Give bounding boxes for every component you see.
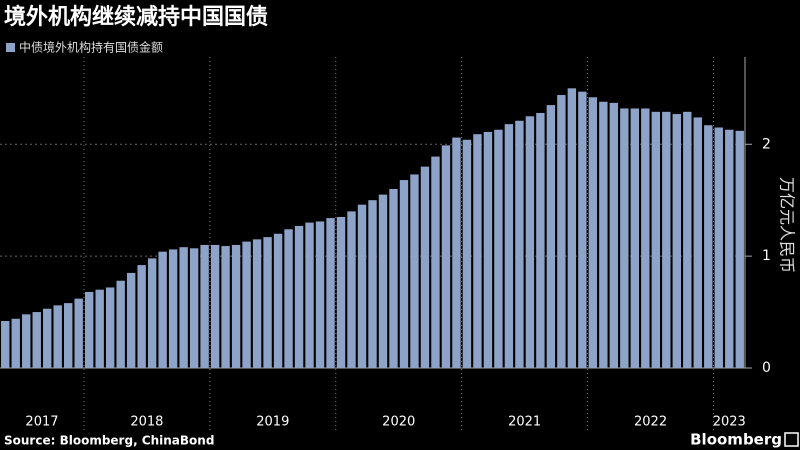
bar (189, 248, 199, 368)
bar (95, 289, 104, 368)
bar (116, 280, 125, 368)
bar (263, 237, 272, 368)
bar (1, 321, 10, 368)
bar (32, 312, 41, 368)
bar (389, 189, 398, 368)
bar (588, 97, 598, 369)
x-tick-label: 2021 (508, 415, 541, 430)
bar (620, 108, 629, 368)
bar (557, 95, 566, 368)
bar (231, 244, 241, 368)
bar (483, 131, 493, 368)
bar (315, 221, 325, 368)
bar (326, 218, 335, 368)
x-tick-label: 2017 (25, 415, 58, 430)
chart-title: 境外机构继续减持中国国债 (4, 4, 268, 30)
bar (462, 139, 472, 368)
bar (452, 137, 461, 368)
bar (536, 112, 545, 369)
bar (683, 111, 692, 369)
bar (284, 229, 293, 368)
bar (494, 129, 503, 368)
bar (242, 241, 251, 368)
bar (64, 303, 73, 368)
bar (399, 180, 409, 368)
y-axis-label: 万亿元人民币 (778, 177, 797, 273)
bar (357, 204, 367, 368)
bar (252, 239, 262, 368)
source: Source: Bloomberg, ChinaBond (4, 434, 214, 448)
y-tick-label: 2 (762, 136, 771, 152)
bar (368, 200, 377, 368)
bar (735, 130, 744, 368)
bar (641, 108, 650, 368)
bar (43, 308, 52, 368)
bar (294, 225, 304, 368)
bar (210, 244, 220, 368)
y-tick-label: 0 (762, 360, 771, 376)
x-tick-label: 2022 (634, 415, 667, 430)
bar (651, 111, 661, 369)
x-tick-label: 2023 (713, 415, 746, 430)
bar (126, 272, 136, 368)
bar (410, 174, 419, 368)
bar (704, 125, 713, 369)
bar (105, 287, 115, 368)
bar (599, 101, 608, 368)
legend-label: 中债境外机构持有国债金额 (19, 40, 163, 55)
legend-swatch (6, 43, 15, 52)
bar (662, 111, 671, 369)
bar (74, 298, 83, 368)
bar (221, 246, 230, 368)
bar (137, 265, 146, 368)
bar (336, 216, 346, 368)
bar (725, 129, 734, 368)
bar (567, 88, 577, 369)
bar (11, 318, 20, 368)
bar (168, 249, 178, 368)
bar (578, 91, 587, 368)
bar (525, 116, 535, 368)
bar (693, 117, 702, 369)
bar (630, 108, 640, 368)
bar (179, 247, 188, 368)
bar (378, 194, 388, 368)
x-tick-label: 2018 (130, 415, 163, 430)
y-tick-label: 1 (762, 248, 771, 264)
bar (347, 211, 356, 368)
bar (515, 120, 524, 368)
bar (84, 291, 94, 368)
bar (158, 251, 167, 368)
x-tick-label: 2020 (382, 415, 415, 430)
bar (504, 124, 514, 368)
bar (609, 102, 619, 368)
logo-icon (784, 432, 799, 447)
bar (420, 166, 430, 368)
bar (53, 305, 62, 368)
bar (22, 314, 31, 368)
bar (546, 105, 556, 369)
bar (714, 127, 723, 368)
bar (273, 233, 283, 368)
bar (441, 145, 451, 368)
bar (305, 222, 314, 368)
x-tick-label: 2019 (256, 415, 289, 430)
bar (473, 134, 482, 368)
bar (672, 114, 681, 368)
bar (200, 244, 209, 368)
logo: Bloomberg (690, 431, 782, 449)
bar (147, 258, 157, 368)
bar (431, 156, 440, 368)
